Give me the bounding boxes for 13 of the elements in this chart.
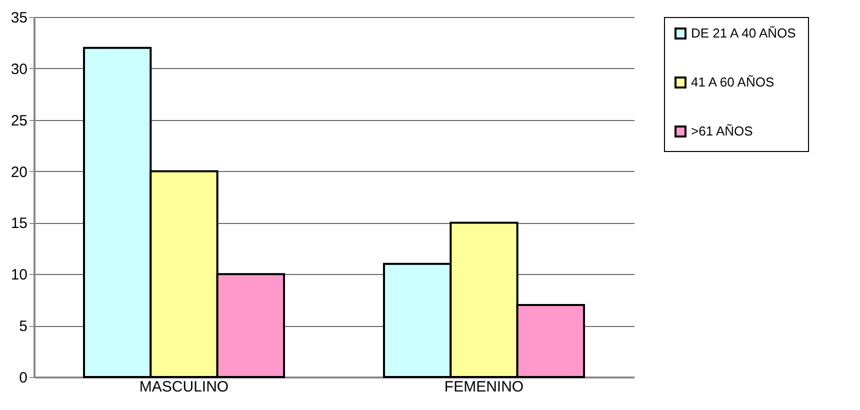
y-tick-label: 0 bbox=[19, 370, 28, 386]
y-tick-label: 25 bbox=[10, 112, 28, 130]
y-tick-label: 20 bbox=[10, 164, 28, 181]
y-tick-label: 15 bbox=[10, 215, 28, 232]
x-tick-label: MASCULINO bbox=[139, 378, 229, 396]
legend-label: 41 A 60 AÑOS bbox=[691, 74, 774, 90]
y-tick-label: 5 bbox=[19, 318, 28, 336]
y-tick-label: 10 bbox=[10, 266, 28, 284]
x-tick-label: FEMENINO bbox=[444, 378, 524, 396]
legend-label: >61 AÑOS bbox=[691, 124, 754, 138]
y-tick-label: 30 bbox=[10, 60, 28, 78]
y-tick-label: 35 bbox=[10, 10, 28, 26]
legend-label: DE 21 A 40 AÑOS bbox=[691, 26, 796, 40]
